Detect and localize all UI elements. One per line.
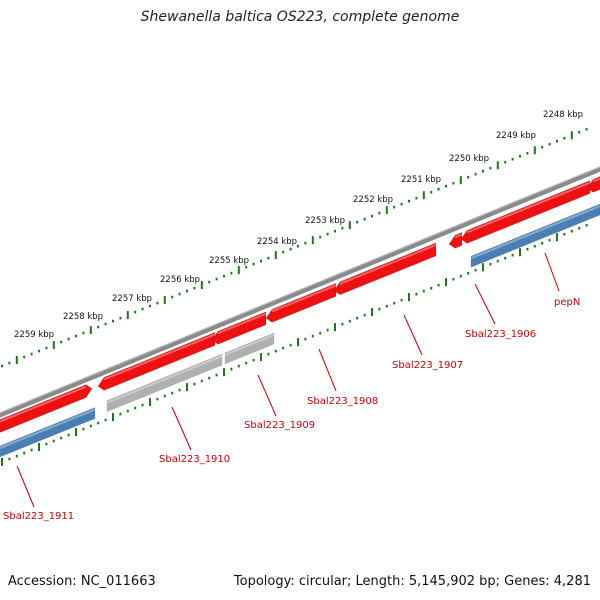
cds-feature — [448, 231, 463, 249]
outer-scale-ticks — [1, 127, 588, 368]
scale-label: 2252 kbp — [353, 195, 393, 205]
cds-feature-shine — [339, 243, 437, 285]
label-leader-line — [16, 465, 35, 508]
label-leader-line — [318, 348, 337, 392]
label-leader-line — [474, 283, 496, 325]
cds-feature — [460, 180, 591, 244]
cds-feature — [265, 282, 337, 323]
gene-labels: pepN Sbal223_1906 Sbal223_1907 Sbal223_1908… — [3, 252, 580, 522]
scale-label: 2253 kbp — [305, 216, 345, 226]
scale-label: 2250 kbp — [449, 154, 489, 164]
gene-label: Sbal223_1908 — [307, 396, 378, 407]
cds-feature-shine — [271, 284, 337, 313]
cds-feature-shine — [454, 233, 463, 239]
pseudogene-feature — [224, 332, 275, 365]
scale-label: 2254 kbp — [257, 237, 297, 247]
scale-label: 2257 kbp — [112, 294, 152, 304]
cds-feature-shine — [103, 333, 216, 381]
gene-label: Sbal223_1911 — [3, 511, 74, 522]
label-leader-line — [257, 374, 277, 417]
gene-label: pepN — [554, 297, 580, 308]
cds-feature-reverse — [0, 407, 96, 458]
label-leader-line — [544, 252, 560, 292]
scale-label: 2259 kbp — [14, 330, 54, 340]
cds-feature — [97, 331, 216, 391]
cds-feature — [0, 384, 93, 433]
cds-feature-shine — [0, 385, 87, 423]
cds-feature-reverse — [470, 203, 600, 268]
scale-label: 2248 kbp — [543, 110, 583, 120]
gene-label: Sbal223_1910 — [159, 454, 230, 465]
cds-feature-shine — [466, 181, 591, 234]
genome-summary-text: Topology: circular; Length: 5,145,902 bp… — [233, 574, 591, 589]
cds-feature-shine — [592, 177, 600, 183]
gene-label: Sbal223_1909 — [244, 420, 315, 431]
map-title: Shewanella baltica OS223, complete genom… — [140, 9, 460, 25]
scale-label: 2256 kbp — [160, 275, 200, 285]
scale-label: 2258 kbp — [63, 312, 103, 322]
cds-feature — [586, 176, 600, 193]
pseudogene-feature — [106, 353, 223, 413]
accession-text: Accession: NC_011663 — [8, 574, 156, 589]
label-leader-line — [171, 406, 192, 451]
cds-feature — [333, 242, 437, 296]
pseudogene-feature-shine — [106, 355, 223, 404]
cds-feature-reverse-shine — [470, 205, 600, 260]
inner-scale-ticks — [1, 223, 588, 466]
gene-label: Sbal223_1907 — [392, 360, 463, 371]
scale-label: 2251 kbp — [401, 175, 441, 185]
backbone-highlight — [0, 166, 600, 414]
gene-label: Sbal223_1906 — [465, 329, 536, 340]
backbone-line — [0, 166, 600, 418]
scale-label: 2249 kbp — [496, 131, 536, 141]
cds-feature-reverse-shine — [0, 408, 96, 450]
scale-label: 2255 kbp — [209, 256, 249, 266]
gene-features — [0, 176, 600, 458]
cds-feature — [211, 311, 267, 345]
cds-feature-shine — [217, 312, 267, 335]
label-leader-line — [403, 314, 423, 356]
pseudogene-feature-shine — [224, 334, 275, 356]
scale-labels: 2248 kbp 2249 kbp 2250 kbp 2251 kbp 2252 kbp… — [14, 110, 583, 340]
